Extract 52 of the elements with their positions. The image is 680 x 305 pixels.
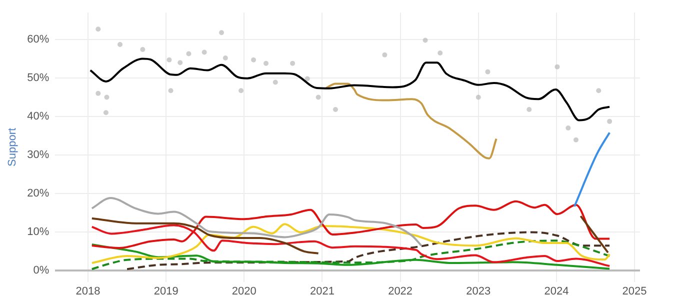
y-tick-label: 40%: [27, 110, 50, 122]
point: [103, 110, 108, 116]
x-tick-label: 2025: [622, 285, 647, 298]
x-tick-label: 2019: [154, 285, 178, 298]
point: [168, 88, 174, 94]
point: [104, 94, 110, 100]
point: [140, 47, 146, 52]
point: [573, 137, 578, 142]
point: [290, 60, 296, 66]
line-series: [325, 82, 498, 160]
point: [485, 69, 490, 74]
point: [422, 38, 428, 43]
point: [222, 55, 228, 60]
point: [566, 125, 571, 130]
line-series: [89, 58, 611, 122]
point: [304, 76, 310, 82]
y-tick-label: 20%: [27, 187, 50, 200]
point: [382, 52, 388, 58]
x-tick-label: 2020: [232, 285, 256, 298]
y-tick-label: 30%: [27, 148, 50, 161]
point: [526, 107, 532, 112]
point: [118, 42, 123, 48]
point: [219, 30, 224, 36]
y-tick-label: 60%: [27, 34, 50, 46]
point: [202, 50, 207, 55]
x-tick-label: 2018: [76, 285, 100, 298]
y-axis-title: Support: [6, 128, 19, 166]
point: [96, 90, 101, 96]
point: [251, 57, 256, 62]
line-series: [126, 231, 611, 270]
point: [186, 51, 192, 56]
x-tick-label: 2024: [544, 285, 569, 298]
point: [596, 88, 602, 94]
x-tick-label: 2022: [388, 285, 413, 298]
point: [316, 94, 321, 100]
point: [96, 26, 101, 32]
point: [166, 57, 172, 62]
point: [178, 60, 183, 66]
point: [264, 60, 269, 66]
point: [333, 107, 338, 112]
line-series: [90, 196, 422, 247]
y-tick-label: 50%: [27, 72, 50, 84]
point: [272, 80, 278, 85]
y-tick-label: 0%: [33, 264, 50, 276]
x-tick-label: 2021: [310, 285, 334, 298]
point: [438, 50, 443, 56]
point: [476, 94, 481, 100]
point: [554, 64, 560, 70]
point: [607, 118, 612, 124]
point: [238, 88, 244, 94]
x-tick-label: 2023: [466, 285, 491, 298]
y-tick-label: 10%: [27, 226, 50, 238]
